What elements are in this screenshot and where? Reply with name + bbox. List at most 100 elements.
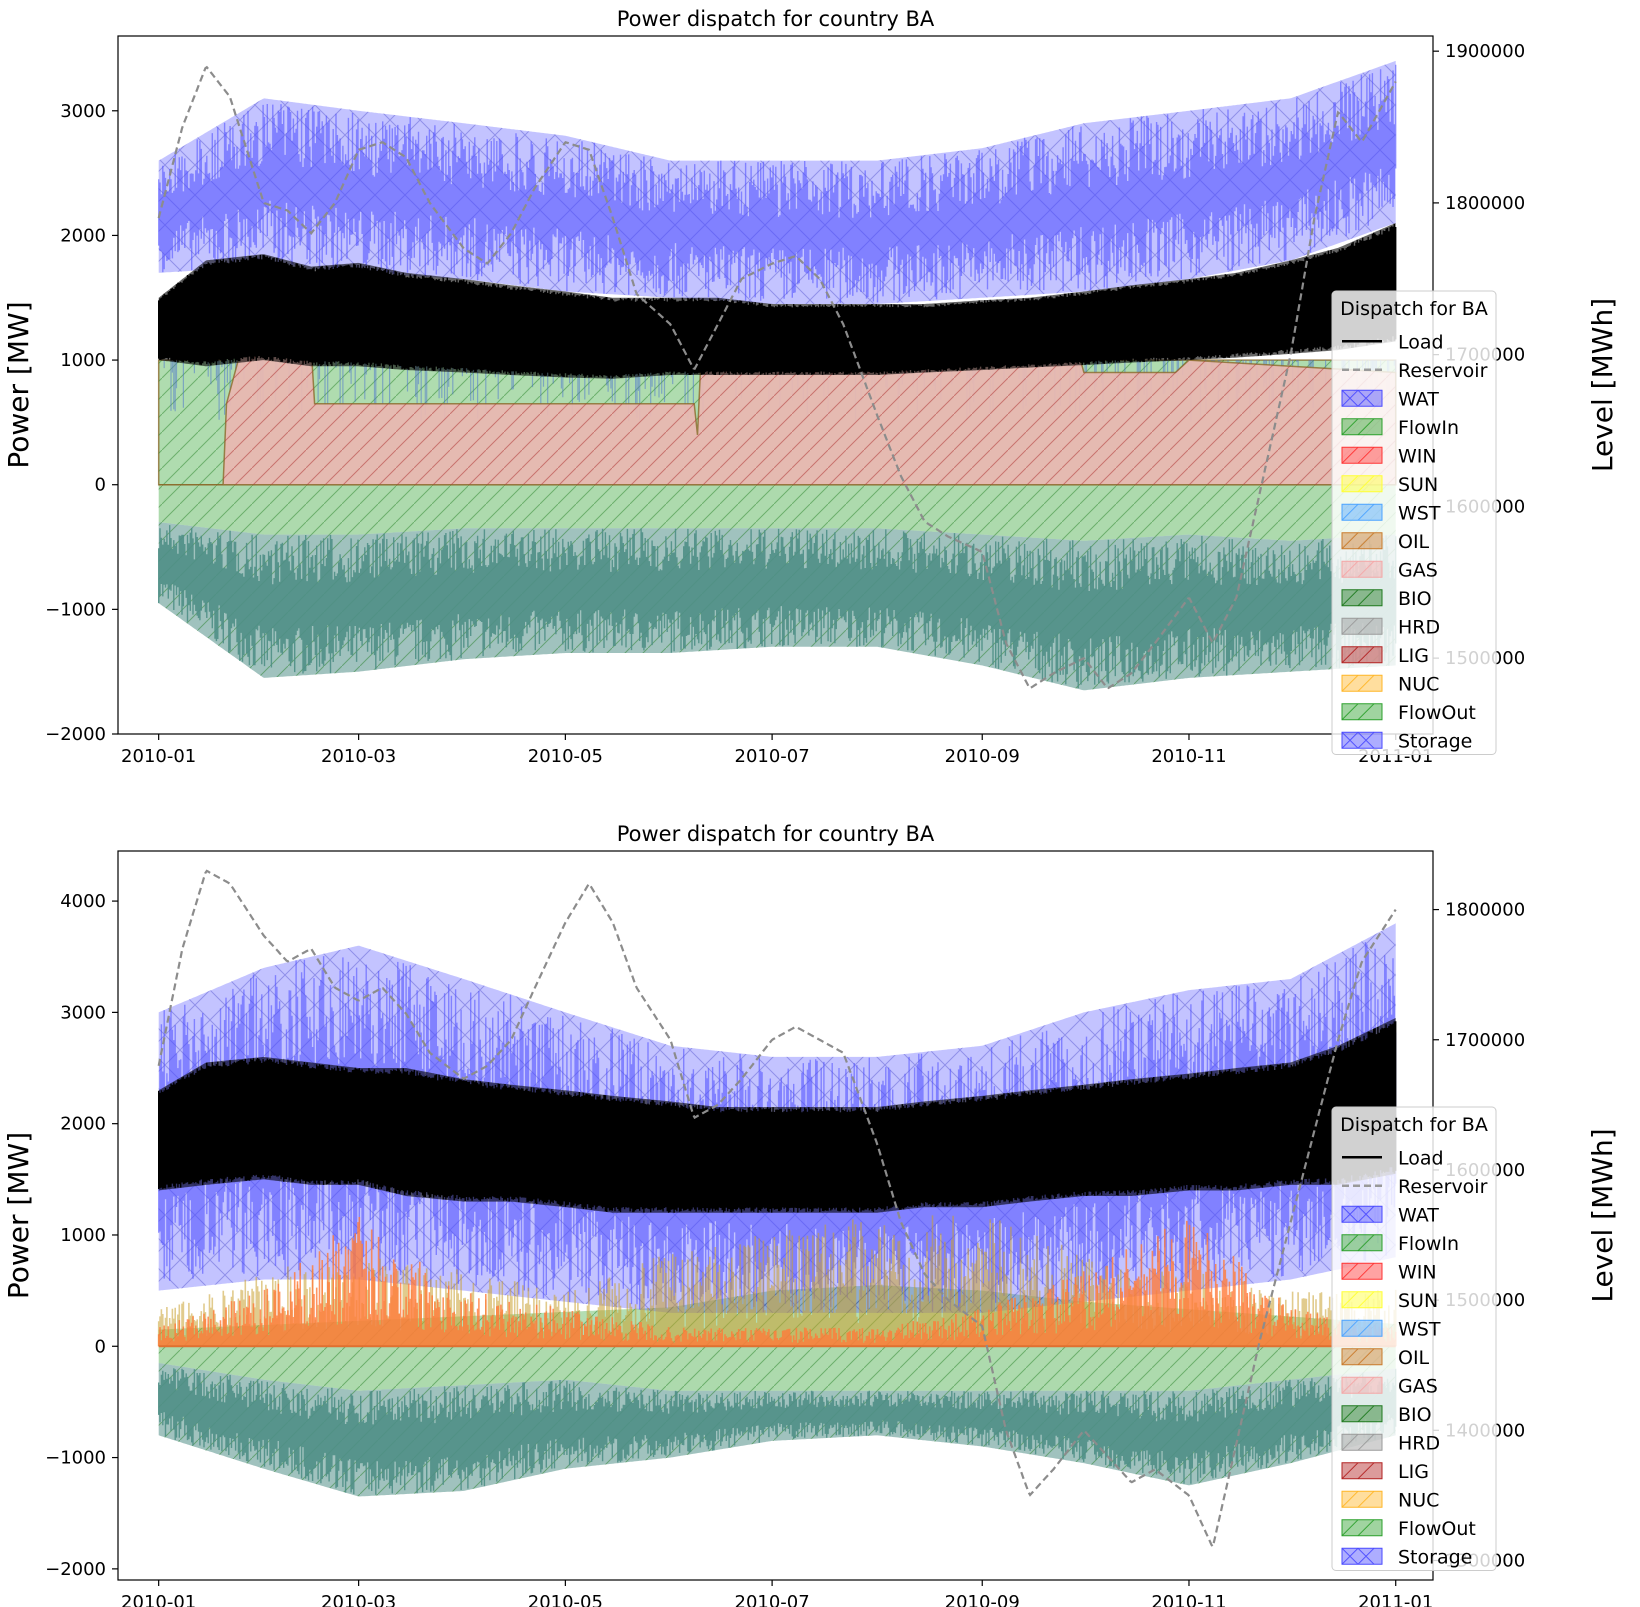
legend-hatch bbox=[1341, 1547, 1375, 1565]
legend-title: Dispatch for BA bbox=[1340, 298, 1488, 320]
flowout-base-hatch bbox=[158, 484, 1396, 541]
y-right-tick-label: 1700000 bbox=[1445, 1030, 1525, 1051]
legend-label: GAS bbox=[1398, 1375, 1438, 1397]
x-tick-label: 2010-03 bbox=[321, 1592, 396, 1607]
legend-swatch-wat bbox=[1341, 1205, 1383, 1223]
legend-label: Reservoir bbox=[1398, 1176, 1488, 1198]
y-right-tick-label: 1800000 bbox=[1445, 193, 1525, 214]
y-right-axis-label: Level [MWh] bbox=[1586, 1128, 1619, 1302]
legend-hatch bbox=[1341, 617, 1375, 635]
legend-hatch bbox=[1341, 532, 1375, 550]
y-axis-label: Power [MW] bbox=[2, 301, 35, 468]
legend-swatch-nuc bbox=[1341, 1490, 1383, 1508]
legend-label: Load bbox=[1398, 1147, 1444, 1169]
x-tick-label: 2010-01 bbox=[121, 746, 196, 767]
legend-hatch bbox=[1341, 475, 1375, 493]
legend-swatch-storage bbox=[1341, 1547, 1383, 1565]
legend-hatch bbox=[1341, 503, 1375, 521]
legend-label: OIL bbox=[1398, 531, 1430, 553]
legend-label: WIN bbox=[1398, 1261, 1437, 1283]
wat-series bbox=[158, 64, 1397, 303]
legend-swatch-nuc bbox=[1341, 674, 1383, 692]
legend-label: HRD bbox=[1398, 1432, 1440, 1454]
legend-swatch-bio bbox=[1341, 1405, 1383, 1423]
y-right-tick-label: 1900000 bbox=[1445, 41, 1525, 62]
legend-label: FlowIn bbox=[1398, 417, 1459, 439]
legend-hatch bbox=[1341, 1376, 1375, 1394]
legend-hatch bbox=[1341, 1234, 1375, 1252]
legend-label: Storage bbox=[1398, 1546, 1472, 1568]
x-tick-label: 2010-05 bbox=[528, 1592, 603, 1607]
chart-panel-bottom: Power dispatch for country BA −2000 −1000 0… bbox=[2, 822, 1619, 1607]
chart-title: Power dispatch for country BA bbox=[617, 822, 935, 846]
legend-swatch-flowin bbox=[1341, 1234, 1383, 1252]
legend-label: FlowOut bbox=[1398, 1518, 1476, 1540]
flowout-series bbox=[158, 525, 1397, 689]
legend-swatch-sun bbox=[1341, 1291, 1383, 1309]
legend-box bbox=[1331, 1106, 1497, 1571]
y-tick-label: 3000 bbox=[60, 101, 106, 122]
legend-swatch-wat bbox=[1341, 389, 1383, 407]
legend-label: Reservoir bbox=[1398, 360, 1488, 382]
gas-series bbox=[157, 1217, 1397, 1347]
legend-swatch-storage bbox=[1341, 731, 1383, 749]
x-tick-label: 2010-07 bbox=[735, 1592, 810, 1607]
legend-label: SUN bbox=[1398, 1290, 1438, 1312]
reservoir-series bbox=[157, 869, 1397, 1549]
x-tick-label: 2010-07 bbox=[735, 746, 810, 767]
y-tick-label: 2000 bbox=[60, 1114, 106, 1135]
legend-hatch bbox=[1341, 560, 1375, 578]
x-tick-label: 2010-01 bbox=[121, 1592, 196, 1607]
y-right-tick-label: 1800000 bbox=[1445, 900, 1525, 921]
legend-swatch-oil bbox=[1341, 1348, 1383, 1366]
legend-swatch-wst bbox=[1341, 1319, 1383, 1337]
y-tick-label: 3000 bbox=[60, 1002, 106, 1023]
flowout-base-hatch bbox=[158, 1346, 1396, 1391]
legend-swatch-hrd bbox=[1341, 1433, 1383, 1451]
y-right-axis-label: Level [MWh] bbox=[1586, 298, 1619, 472]
legend-label: LIG bbox=[1398, 645, 1429, 667]
legend-hatch bbox=[1341, 1433, 1375, 1451]
legend-swatch-flowout bbox=[1341, 1519, 1383, 1537]
legend-swatch-wst bbox=[1341, 503, 1383, 521]
y-axis-label: Power [MW] bbox=[2, 1132, 35, 1299]
flowout-series bbox=[158, 1368, 1397, 1495]
legend-hatch bbox=[1341, 389, 1375, 407]
legend-label: Load bbox=[1398, 331, 1444, 353]
legend-label: BIO bbox=[1398, 1404, 1432, 1426]
legend-label: NUC bbox=[1398, 673, 1439, 695]
plot-area bbox=[157, 60, 1397, 691]
load-series bbox=[158, 1021, 1397, 1213]
legend: Dispatch for BA Load Reservoir WAT FlowIn WIN… bbox=[1331, 1106, 1497, 1571]
legend-swatch-flowout bbox=[1341, 703, 1383, 721]
y-tick-label: −2000 bbox=[45, 724, 106, 745]
legend-swatch-oil bbox=[1341, 532, 1383, 550]
reservoir-series bbox=[157, 65, 1397, 690]
legend-hatch bbox=[1341, 418, 1375, 436]
legend-swatch-gas bbox=[1341, 1376, 1383, 1394]
legend-hatch bbox=[1341, 1205, 1375, 1223]
legend-hatch bbox=[1341, 1348, 1375, 1366]
x-tick-label: 2010-09 bbox=[945, 746, 1020, 767]
legend-label: BIO bbox=[1398, 588, 1432, 610]
legend-label: WST bbox=[1398, 1318, 1441, 1340]
legend-label: HRD bbox=[1398, 616, 1440, 638]
load-series bbox=[158, 223, 1397, 379]
legend-hatch bbox=[1341, 646, 1375, 664]
legend-hatch bbox=[1341, 1291, 1375, 1309]
legend-hatch bbox=[1341, 1319, 1375, 1337]
legend-hatch bbox=[1341, 1519, 1375, 1537]
x-tick-label: 2010-09 bbox=[945, 1592, 1020, 1607]
y-tick-label: 1000 bbox=[60, 1225, 106, 1246]
legend-hatch bbox=[1341, 1262, 1375, 1280]
chart-title: Power dispatch for country BA bbox=[617, 7, 935, 31]
legend-label: GAS bbox=[1398, 559, 1438, 581]
legend-label: FlowOut bbox=[1398, 702, 1476, 724]
legend-hatch bbox=[1341, 731, 1375, 749]
legend-swatch-hrd bbox=[1341, 617, 1383, 635]
plot-area bbox=[157, 869, 1397, 1549]
legend-hatch bbox=[1341, 1405, 1375, 1423]
legend-label: WAT bbox=[1398, 1204, 1439, 1226]
y-tick-label: −1000 bbox=[45, 599, 106, 620]
